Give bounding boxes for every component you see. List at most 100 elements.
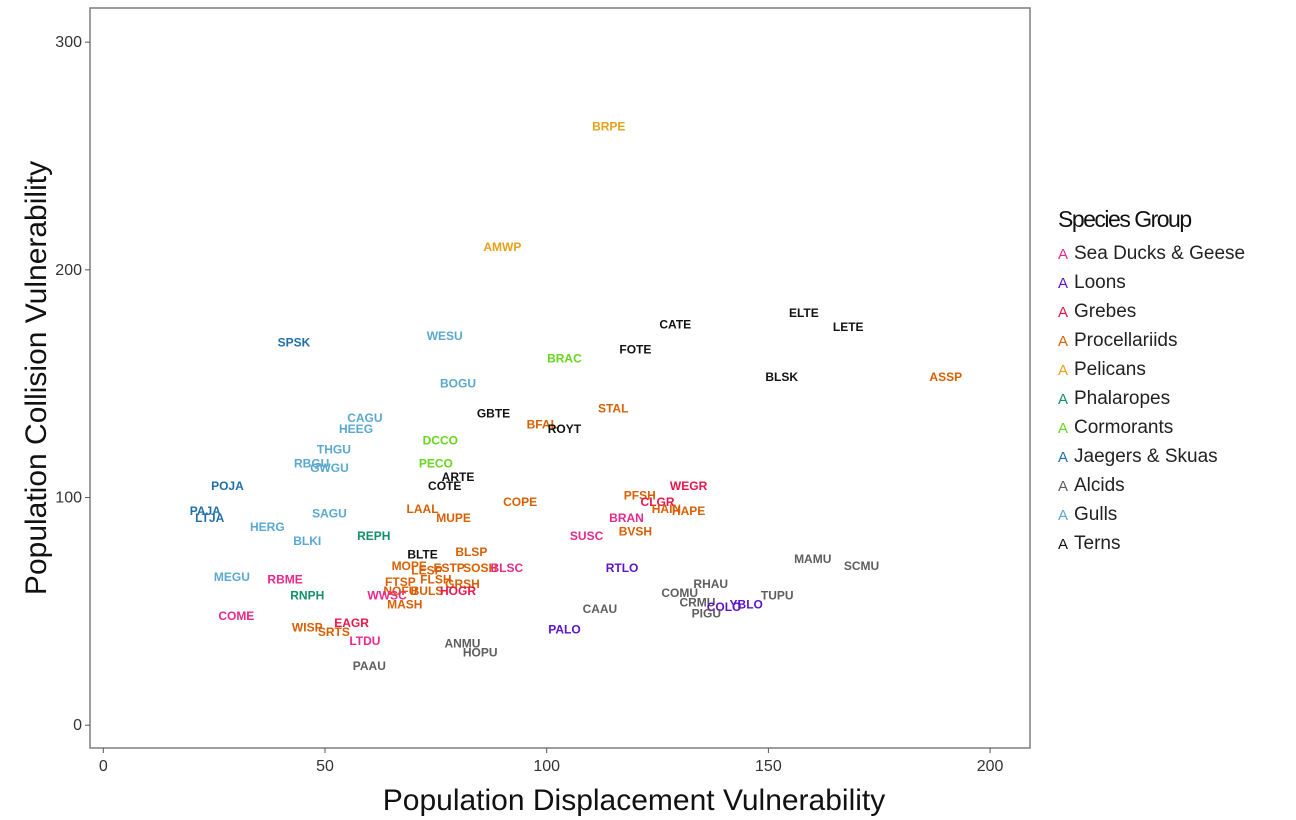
legend-item: A Phalaropes (1058, 384, 1245, 413)
point-rtlo: RTLO (606, 561, 639, 575)
legend-label: Terns (1074, 533, 1121, 554)
legend-label: Pelicans (1074, 359, 1146, 380)
point-ltja: LTJA (195, 511, 224, 525)
point-wwsc: WWSC (367, 588, 407, 602)
point-nofu: NOFU (383, 584, 417, 598)
x-axis: 0 50 100 150 200 (99, 748, 1004, 775)
point-buls: BULS (411, 584, 444, 598)
point-flsh: FLSH (420, 573, 451, 587)
point-crmu: CRMU (679, 595, 715, 609)
point-grsh: GRSH (445, 577, 480, 591)
legend-item: A Procellariids (1058, 326, 1245, 355)
point-eagr: EAGR (334, 616, 369, 630)
point-come: COME (218, 609, 254, 623)
point-caau: CAAU (583, 602, 618, 616)
point-mash: MASH (387, 598, 422, 612)
legend-key: A (1058, 275, 1069, 292)
point-dcco: DCCO (423, 434, 458, 448)
point-gwgu: GWGU (310, 461, 349, 475)
legend-item: A Jaegers & Skuas (1058, 442, 1245, 471)
point-anmu: ANMU (444, 636, 480, 650)
point-fote: FOTE (619, 343, 651, 357)
y-tick-label: 0 (73, 717, 82, 734)
point-herg: HERG (250, 520, 285, 534)
point-labels: BRPE AMWP ELTE LETE CATE FOTE BLSK ASSP SPSK WESU… (190, 119, 962, 673)
legend-key: A (1058, 420, 1069, 437)
legend-key: A (1058, 536, 1069, 553)
legend-items: A Sea Ducks & Geese A Loons A Grebes A Procella… (1058, 239, 1245, 558)
legend-label: Gulls (1074, 504, 1118, 525)
x-tick-label: 200 (977, 758, 1004, 775)
point-cate: CATE (659, 317, 691, 331)
point-blsp: BLSP (455, 545, 487, 559)
point-blte: BLTE (407, 547, 437, 561)
legend-item: A Alcids (1058, 471, 1245, 500)
point-rhau: RHAU (693, 577, 728, 591)
point-blki: BLKI (293, 534, 321, 548)
legend-item: A Cormorants (1058, 413, 1245, 442)
x-axis-title: Population Displacement Vulnerability (383, 784, 886, 817)
point-heeg: HEEG (339, 422, 373, 436)
x-tick-label: 50 (316, 758, 334, 775)
legend-label: Grebes (1074, 301, 1137, 322)
point-wegr: WEGR (670, 479, 708, 493)
point-cope: COPE (503, 495, 537, 509)
legend-item: A Gulls (1058, 500, 1245, 529)
point-elte: ELTE (789, 306, 819, 320)
legend-label: Sea Ducks & Geese (1074, 243, 1246, 264)
legend-item: A Grebes (1058, 297, 1245, 326)
point-cagu: CAGU (347, 411, 382, 425)
legend-item: A Pelicans (1058, 355, 1245, 384)
point-bogu: BOGU (440, 377, 476, 391)
point-assp: ASSP (929, 370, 962, 384)
point-sosh: SOSH (463, 561, 497, 575)
point-pigu: PIGU (692, 607, 721, 621)
point-rbme: RBME (267, 573, 302, 587)
point-bfal: BFAL (527, 418, 558, 432)
legend-key: A (1058, 333, 1069, 350)
point-scmu: SCMU (844, 559, 879, 573)
point-rbgu: RBGU (294, 456, 329, 470)
point-lesp: LESP (411, 563, 442, 577)
point-hain: HAIN (652, 502, 681, 516)
point-mope: MOPE (392, 559, 427, 573)
point-wisp: WISP (292, 620, 323, 634)
legend-title: Species Group (1058, 206, 1192, 232)
legend-key: A (1058, 304, 1069, 321)
point-mupe: MUPE (436, 511, 471, 525)
y-tick-label: 300 (55, 34, 82, 51)
legend-label: Alcids (1074, 475, 1125, 496)
legend-key: A (1058, 449, 1069, 466)
point-comu: COMU (661, 586, 698, 600)
point-gbte: GBTE (477, 406, 510, 420)
point-poja: POJA (211, 479, 244, 493)
point-yblo: YBLO (730, 598, 763, 612)
point-bran: BRAN (609, 511, 644, 525)
point-brac: BRAC (547, 352, 582, 366)
point-susc: SUSC (570, 529, 604, 543)
legend-label: Jaegers & Skuas (1074, 446, 1218, 467)
x-tick-label: 0 (99, 758, 108, 775)
point-megu: MEGU (214, 570, 250, 584)
legend-key: A (1058, 246, 1069, 263)
legend-item: A Loons (1058, 268, 1245, 297)
legend-label: Loons (1074, 272, 1126, 293)
point-estp: ESTP (433, 561, 464, 575)
point-colo: COLO (707, 600, 742, 614)
point-arte: ARTE (442, 470, 475, 484)
point-laal: LAAL (407, 502, 439, 516)
point-amwp: AMWP (483, 240, 521, 254)
point-hopu: HOPU (463, 645, 498, 659)
point-lete: LETE (833, 320, 864, 334)
point-mamu: MAMU (794, 552, 831, 566)
legend-label: Phalaropes (1074, 388, 1171, 409)
legend-key: A (1058, 391, 1069, 408)
legend-key: A (1058, 362, 1069, 379)
point-pfsh: PFSH (624, 488, 656, 502)
point-brpe: BRPE (592, 119, 625, 133)
legend-label: Cormorants (1074, 417, 1174, 438)
point-peco: PECO (419, 456, 453, 470)
plot-panel (89, 7, 1031, 749)
point-rnph: RNPH (290, 588, 324, 602)
